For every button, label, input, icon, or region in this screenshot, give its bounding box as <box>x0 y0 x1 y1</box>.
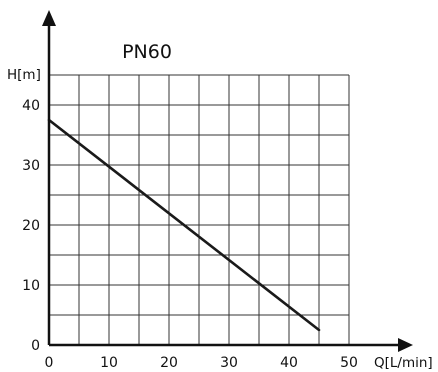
x-tick-label: 30 <box>220 355 238 371</box>
y-tick-label: 40 <box>22 98 40 114</box>
y-axis-label: H[m] <box>7 67 41 83</box>
y-tick-label: 0 <box>31 338 40 354</box>
x-axis-label: Q[L/min] <box>374 355 433 371</box>
y-tick-label: 20 <box>22 218 40 234</box>
axes <box>42 10 413 352</box>
x-tick-label: 40 <box>280 355 298 371</box>
grid-lines <box>49 74 350 345</box>
y-tick-label: 10 <box>22 278 40 294</box>
x-tick-label: 10 <box>100 355 118 371</box>
series-line-0 <box>47 118 321 332</box>
series-lines <box>47 118 321 332</box>
tick-labels: 0 10 20 30 40 50 0 10 20 30 40 <box>22 98 358 371</box>
x-tick-label: 20 <box>160 355 178 371</box>
x-axis-arrowhead <box>398 338 413 352</box>
y-axis-arrowhead <box>42 10 56 26</box>
y-tick-label: 30 <box>22 158 40 174</box>
x-tick-label: 0 <box>45 355 54 371</box>
x-tick-label: 50 <box>340 355 358 371</box>
chart-title: PN60 <box>122 41 172 63</box>
